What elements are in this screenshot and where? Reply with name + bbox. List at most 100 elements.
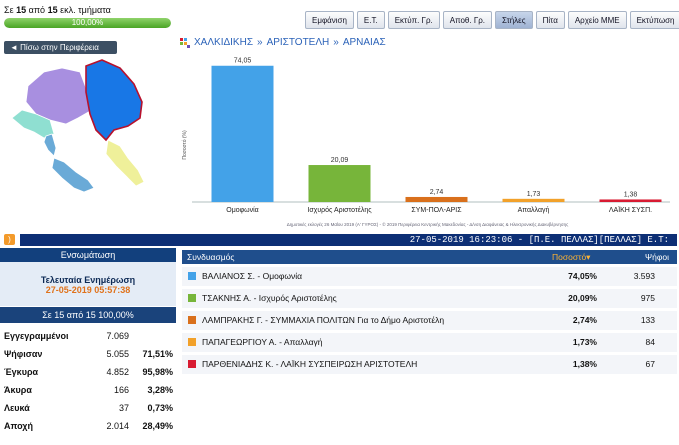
map-area-west[interactable] [25, 67, 93, 125]
progress-percent: 100,00% [71, 18, 104, 27]
stat-label: Ψήφισαν [4, 349, 43, 359]
combination-votes: 3.593 [633, 271, 655, 281]
stat-label: Αποχή [4, 421, 33, 431]
combination-percent: 2,74% [572, 315, 597, 325]
stat-value: 4.852 [106, 367, 129, 377]
chart-bar[interactable] [405, 196, 468, 202]
chart-footnote: Δημοτικές εκλογές 26 Μαΐου 2019 (Α' ΓΥΡΟ… [286, 222, 569, 227]
stat-row: Λευκά 37 0,73% [0, 399, 176, 417]
combination-name: ΤΣΑΚΝΗΣ Α. - Ισχυρός Αριστοτέλης [202, 293, 337, 303]
stat-value: 7.069 [106, 331, 129, 341]
combination-percent: 1,38% [572, 359, 597, 369]
stat-percent: 71,51% [142, 349, 173, 359]
toolbar-button[interactable]: Εκτύπ. Γρ. [387, 11, 440, 29]
last-update-time: 27-05-2019 05:57:38 [45, 285, 131, 295]
column-header-votes[interactable]: Ψήφοι [645, 252, 669, 262]
grid-icon [180, 37, 190, 48]
toolbar-button[interactable]: Αρχείο ΜΜΕ [567, 11, 627, 29]
color-swatch [188, 338, 196, 346]
last-update-title: Τελευταία Ενημέρωση [40, 275, 136, 285]
region-map[interactable] [10, 58, 160, 208]
chart-bar[interactable] [211, 65, 274, 202]
stat-percent: 0,73% [147, 403, 173, 413]
color-swatch [188, 316, 196, 324]
last-update-box: Τελευταία Ενημέρωση 27-05-2019 05:57:38 [0, 262, 176, 306]
toolbar-button[interactable]: Πίτα [535, 11, 565, 29]
chart-bar[interactable] [308, 165, 371, 202]
progress-prefix: Σε [4, 5, 14, 15]
result-row[interactable]: ΠΑΡΘΕΝΙΑΔΗΣ Κ. - ΛΑΪΚΗ ΣΥΣΠΕΙΡΩΣΗ ΑΡΙΣΤΟ… [182, 355, 677, 374]
combination-votes: 975 [640, 293, 655, 303]
stat-label: Εγγεγραμμένοι [4, 331, 69, 341]
stat-value: 166 [113, 385, 129, 395]
category-label: ΛΑΪΚΗ ΣΥΣΠ. [609, 206, 652, 214]
column-header-combination[interactable]: Συνδυασμός [187, 252, 235, 262]
progress-bar: 100,00% [4, 18, 171, 28]
progress-fill [4, 18, 171, 28]
progress-text: Σε 15 από 15 εκλ. τμήματα [4, 5, 111, 15]
stat-value: 5.055 [106, 349, 129, 359]
breadcrumb-item-unit: ΑΡΝΑΙΑΣ [342, 37, 386, 48]
results-bar-chart: Ποσοστό (%) 74,05 Ομοφωνία 20,09 Ισχυρός Αρ… [181, 58, 670, 214]
stat-label: Έγκυρα [4, 367, 39, 377]
progress-suffix: εκλ. τμήματα [60, 5, 111, 15]
news-ticker: 27-05-2019 16:23:06 - [Π.Ε. ΠΕΛΛΑΣ][ΠΕΛΛ… [20, 234, 677, 246]
toolbar-button[interactable]: Εκτύπωση [629, 11, 679, 29]
combination-name: ΠΑΠΑΓΕΩΡΓΙΟΥ Α. - Απαλλαγή [202, 337, 323, 347]
stat-label: Άκυρα [4, 385, 32, 395]
map-area-east[interactable] [105, 139, 145, 187]
map-area-arnaia[interactable] [85, 59, 143, 142]
column-header-percent[interactable]: Ποσοστό▾ [552, 252, 591, 262]
combination-percent: 74,05% [568, 271, 597, 281]
chart-bar[interactable] [599, 199, 662, 202]
result-row[interactable]: ΤΣΑΚΝΗΣ Α. - Ισχυρός Αριστοτέλης 20,09% 97… [182, 289, 677, 308]
progress-total: 15 [47, 5, 58, 15]
category-label: ΣΥΜ-ΠΟΛ-ΑΡΙΣ [411, 207, 462, 214]
back-to-region-button[interactable]: ◄ Πίσω στην Περιφέρεια [4, 41, 117, 54]
stat-row: Εγγεγραμμένοι 7.069 [0, 327, 176, 345]
bar-value-label: 1,73 [527, 191, 541, 198]
stat-value: 2.014 [106, 421, 129, 431]
combination-name: ΛΑΜΠΡΑΚΗΣ Γ. - ΣΥΜΜΑΧΙΑ ΠΟΛΙΤΩΝ Για το Δ… [202, 315, 445, 325]
stat-percent: 3,28% [147, 385, 173, 395]
breadcrumb-item-prefecture[interactable]: ΧΑΛΚΙΔΙΚΗΣ [194, 37, 253, 48]
color-swatch [188, 294, 196, 302]
stat-row: Άκυρα 166 3,28% [0, 381, 176, 399]
map-peninsula-west[interactable] [43, 133, 57, 157]
result-row[interactable]: ΛΑΜΠΡΑΚΗΣ Γ. - ΣΥΜΜΑΧΙΑ ΠΟΛΙΤΩΝ Για το Δ… [182, 311, 677, 330]
toolbar-button[interactable]: Εμφάνιση [305, 11, 354, 29]
rss-icon[interactable]: ) [4, 234, 15, 245]
result-row[interactable]: ΒΑΛΙΑΝΟΣ Σ. - Ομοφωνία 74,05% 3.593 [182, 267, 677, 286]
stats-table: Εγγεγραμμένοι 7.069 Ψήφισαν 5.055 71,51% Έγκυ… [0, 327, 176, 435]
stat-row: Ψήφισαν 5.055 71,51% [0, 345, 176, 363]
bar-value-label: 1,38 [624, 191, 638, 198]
combination-votes: 84 [645, 337, 655, 347]
color-swatch [188, 272, 196, 280]
results-table-body: ΒΑΛΙΑΝΟΣ Σ. - Ομοφωνία 74,05% 3.593 ΤΣΑΚΝΗΣ… [182, 267, 677, 377]
breadcrumb-separator: » [257, 37, 263, 48]
toolbar-button[interactable]: Αποθ. Γρ. [442, 11, 492, 29]
combination-percent: 20,09% [568, 293, 597, 303]
integration-count: Σε 15 από 15 100,00% [0, 307, 176, 323]
stat-row: Έγκυρα 4.852 95,98% [0, 363, 176, 381]
stat-value: 37 [118, 403, 129, 413]
results-table-header: Συνδυασμός Ποσοστό▾ Ψήφοι [182, 250, 677, 264]
result-row[interactable]: ΠΑΠΑΓΕΩΡΓΙΟΥ Α. - Απαλλαγή 1,73% 84 [182, 333, 677, 352]
map-area-southwest[interactable] [11, 109, 55, 139]
category-label: Ισχυρός Αριστοτέλης [307, 206, 372, 214]
toolbar: Εμφάνιση Ε.Τ. Εκτύπ. Γρ. Αποθ. Γρ. Στήλες Πίτ… [305, 11, 679, 29]
toolbar-button[interactable]: Ε.Τ. [356, 11, 385, 29]
integration-header: Ενσωμάτωση [0, 248, 176, 262]
category-label: Απαλλαγή [518, 207, 550, 214]
combination-name: ΠΑΡΘΕΝΙΑΔΗΣ Κ. - ΛΑΪΚΗ ΣΥΣΠΕΙΡΩΣΗ ΑΡΙΣΤΟ… [202, 359, 418, 369]
map-area-south[interactable] [51, 157, 95, 193]
toolbar-button[interactable]: Στήλες [495, 11, 533, 29]
bar-value-label: 20,09 [331, 157, 349, 164]
combination-votes: 133 [640, 315, 655, 325]
stat-percent: 95,98% [142, 367, 173, 377]
combination-percent: 1,73% [572, 337, 597, 347]
breadcrumb-item-municipality[interactable]: ΑΡΙΣΤΟΤΕΛΗ [266, 37, 330, 48]
breadcrumb: ΧΑΛΚΙΔΙΚΗΣ » ΑΡΙΣΤΟΤΕΛΗ » ΑΡΝΑΙΑΣ [180, 37, 386, 48]
chart-bar[interactable] [502, 198, 565, 202]
category-label: Ομοφωνία [226, 206, 258, 214]
